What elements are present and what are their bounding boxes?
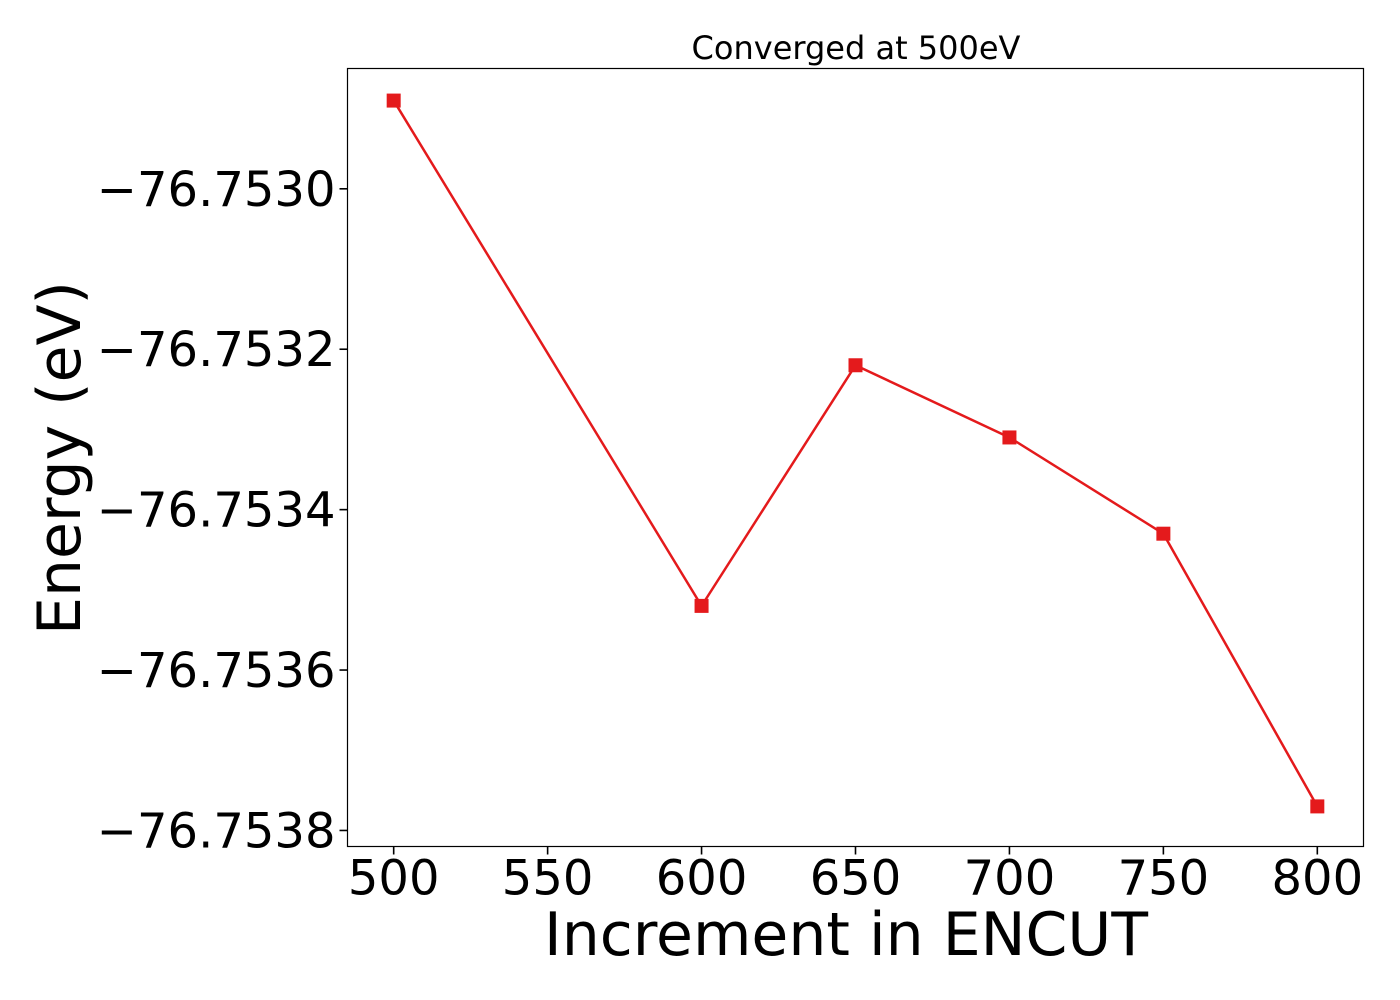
data-point-marker — [386, 93, 401, 108]
series-line — [392, 99, 1319, 808]
ticks-layer: 500 550 600 650 700 750 800 −76.7530 −76.7532 −76… — [97, 162, 1363, 907]
y-axis-label: Energy (eV) — [25, 281, 95, 635]
x-tick-label: 800 — [1272, 851, 1364, 907]
data-point-marker — [694, 598, 709, 613]
data-point-marker — [848, 358, 863, 373]
x-tick-label: 650 — [810, 851, 902, 907]
x-tick-label: 550 — [502, 851, 594, 907]
x-tick-label: 600 — [656, 851, 748, 907]
data-point-marker — [1002, 430, 1017, 445]
y-tick-label: −76.7532 — [97, 322, 336, 378]
y-tick-label: −76.7534 — [97, 483, 336, 539]
chart-title: Converged at 500eV — [692, 29, 1021, 67]
series-layer — [386, 93, 1325, 814]
x-axis-label: Increment in ENCUT — [544, 900, 1148, 970]
x-tick-label: 750 — [1118, 851, 1210, 907]
plot-frame — [346, 67, 1365, 848]
data-point-marker — [1310, 799, 1325, 814]
x-tick-label: 700 — [964, 851, 1056, 907]
data-point-marker — [1156, 526, 1171, 541]
y-tick-label: −76.7536 — [97, 643, 336, 699]
y-tick-label: −76.7538 — [97, 803, 336, 859]
y-tick-label: −76.7530 — [97, 162, 336, 218]
x-tick-label: 500 — [348, 851, 440, 907]
